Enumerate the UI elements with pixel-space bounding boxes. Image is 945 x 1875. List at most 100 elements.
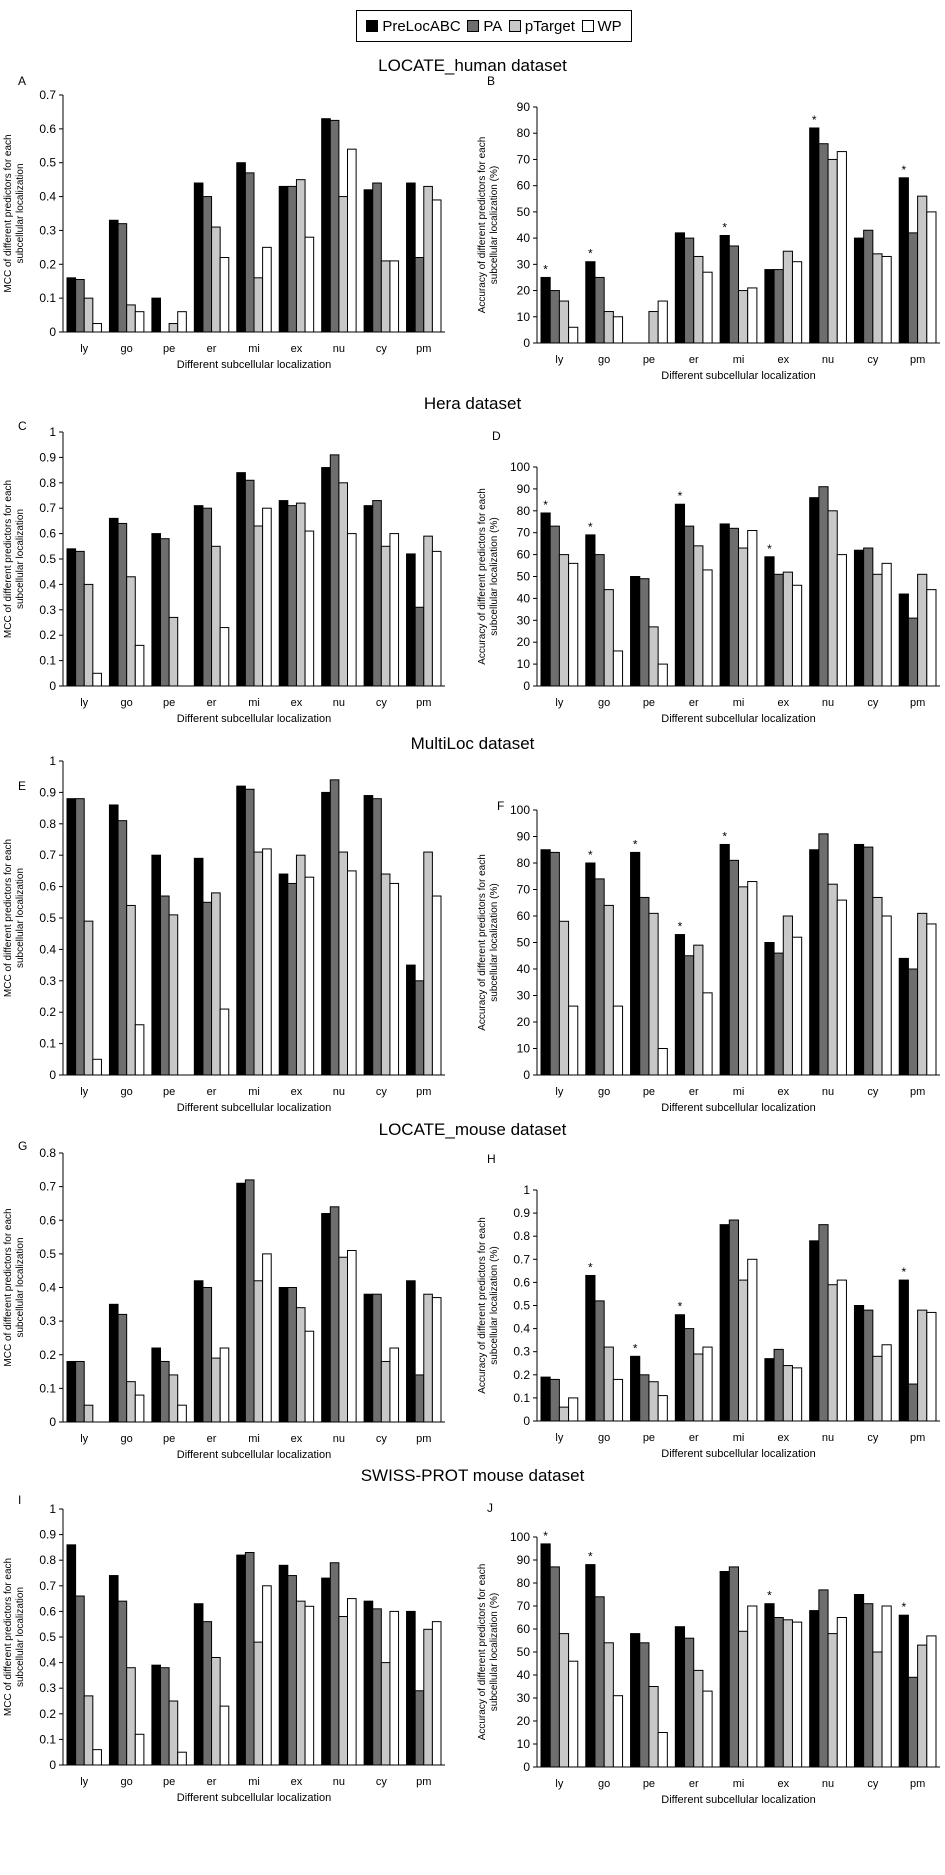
bar-wp [612, 1005, 624, 1076]
bar-pa [863, 229, 874, 344]
bar-wp [347, 870, 357, 1076]
y-tick-label: 0.2 [513, 1368, 530, 1382]
y-tick-label: 40 [517, 1668, 531, 1682]
bar-pa [287, 1287, 297, 1423]
bar-prelocabc [764, 269, 775, 344]
bar-prelocabc [764, 942, 775, 1076]
y-tick-label: 0.9 [513, 1206, 530, 1220]
y-axis-label-line: subcellular localization (%) [489, 1593, 500, 1711]
x-tick-label: go [598, 1778, 610, 1790]
bar-pa [907, 232, 919, 344]
bar-pa [287, 882, 297, 1076]
bar-prelocabc [853, 1305, 865, 1422]
y-tick-label: 0 [523, 1760, 530, 1774]
bar-pa [372, 1608, 382, 1766]
bar-wp [881, 1344, 892, 1422]
bar-prelocabc [764, 1358, 775, 1422]
bar-prelocabc [719, 1571, 730, 1768]
bar-prelocabc [898, 957, 909, 1076]
bar-wp [389, 882, 400, 1076]
y-tick-label: 30 [517, 613, 531, 627]
bar-pa [684, 237, 695, 344]
y-axis-label-line: Accuracy of different predictors for eac… [477, 137, 488, 314]
y-tick-label: 1 [49, 425, 56, 439]
bar-prelocabc [66, 798, 77, 1076]
bar-ptarget [648, 1686, 659, 1768]
bar-wp [881, 255, 892, 344]
y-axis-label-line: Accuracy of different predictors for eac… [477, 1564, 488, 1741]
significance-star: * [901, 1600, 906, 1614]
x-tick-label: nu [333, 697, 345, 709]
y-tick-label: 0.7 [39, 1579, 56, 1593]
bar-ptarget [253, 525, 264, 687]
bar-prelocabc [66, 1360, 77, 1423]
bar-ptarget [917, 1309, 928, 1422]
x-axis-label: Different subcellular localization [177, 713, 332, 725]
bar-ptarget [738, 1630, 749, 1768]
bar-ptarget [253, 1280, 264, 1423]
y-tick-label: 0.9 [39, 450, 56, 464]
bar-ptarget [126, 1381, 136, 1423]
bar-prelocabc [406, 553, 416, 687]
bar-prelocabc [151, 533, 161, 687]
bar-pa [372, 500, 382, 687]
y-tick-label: 0.7 [39, 1180, 56, 1194]
bar-prelocabc [853, 549, 865, 687]
bar-wp [219, 257, 230, 333]
bar-prelocabc [66, 548, 77, 687]
bar-prelocabc [321, 1577, 331, 1766]
y-tick-label: 1 [523, 1183, 530, 1197]
bar-ptarget [872, 253, 883, 344]
bar-ptarget [338, 1616, 348, 1766]
y-axis-label-line: subcellular localization (%) [489, 166, 500, 284]
y-tick-label: 0.3 [39, 974, 56, 988]
x-tick-label: ly [80, 343, 88, 355]
x-tick-label: cy [867, 697, 879, 709]
x-tick-label: go [598, 697, 610, 709]
bar-ptarget [423, 1293, 433, 1423]
y-tick-label: 90 [517, 830, 531, 844]
bar-wp [836, 899, 847, 1076]
y-tick-label: 0.2 [39, 257, 56, 271]
y-tick-label: 10 [517, 1737, 531, 1751]
bar-wp [431, 550, 442, 687]
bar-prelocabc [719, 843, 730, 1076]
y-tick-label: 0.4 [39, 1281, 56, 1295]
y-tick-label: 10 [517, 1042, 531, 1056]
bar-ptarget [211, 892, 221, 1076]
x-axis-label: Different subcellular localization [661, 1102, 816, 1114]
y-tick-label: 70 [517, 526, 531, 540]
bar-ptarget [603, 1346, 614, 1422]
significance-star: * [678, 489, 683, 503]
bar-prelocabc [321, 1213, 331, 1423]
x-tick-label: mi [248, 1086, 260, 1098]
y-tick-label: 20 [517, 635, 531, 649]
bar-pa [639, 578, 650, 687]
y-axis-label: Accuracy of different predictors for eac… [477, 854, 500, 1031]
bar-wp [747, 1605, 758, 1768]
bar-prelocabc [278, 873, 289, 1076]
bar-prelocabc [151, 854, 161, 1076]
bar-pa [684, 1637, 695, 1768]
dataset-title: SWISS-PROT mouse dataset [360, 1466, 585, 1485]
y-tick-label: 0.3 [513, 1345, 530, 1359]
bar-prelocabc [108, 1575, 119, 1766]
y-tick-label: 30 [517, 1691, 531, 1705]
y-tick-label: 0.4 [39, 1656, 56, 1670]
bar-wp [926, 923, 937, 1076]
significance-star: * [588, 1550, 593, 1564]
bar-ptarget [693, 1669, 704, 1768]
bar-wp [177, 1751, 187, 1766]
y-tick-label: 0 [49, 1415, 56, 1429]
bar-wp [791, 584, 803, 687]
y-axis-label-line: subcellular localization [15, 509, 26, 609]
bar-ptarget [827, 510, 838, 687]
bar-wp [134, 1394, 145, 1423]
bar-prelocabc [193, 1603, 204, 1766]
bar-ptarget [603, 1642, 614, 1768]
x-tick-label: cy [376, 343, 388, 355]
bar-wp [431, 199, 442, 333]
bar-wp [304, 1330, 315, 1423]
bar-wp [881, 562, 892, 687]
x-tick-label: ex [777, 354, 789, 366]
